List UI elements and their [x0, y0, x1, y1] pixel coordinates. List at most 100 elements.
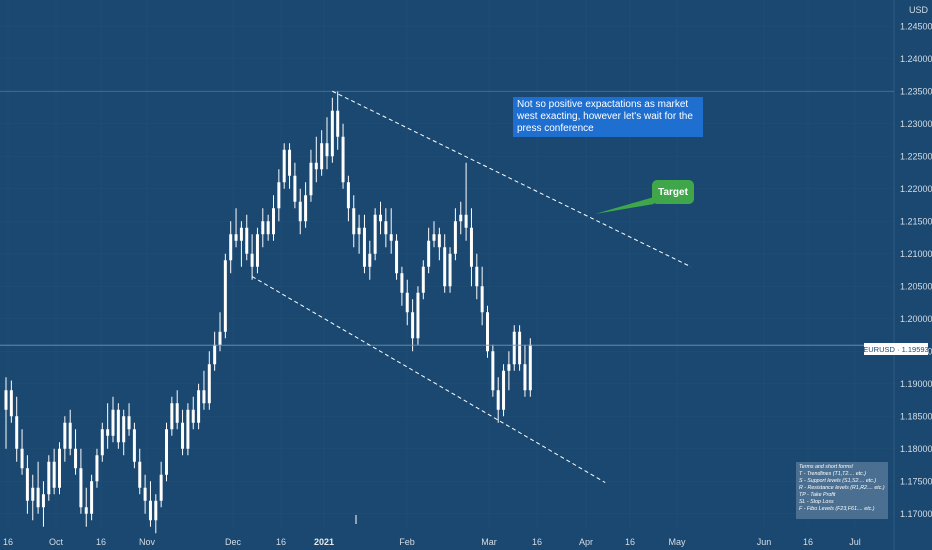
candle-body — [4, 390, 8, 410]
candle-body — [170, 403, 174, 430]
y-tick-label: 1.20500 — [900, 281, 932, 291]
candle-body — [379, 214, 382, 222]
legend-line: F - Fibo Levels (F23,F61.... etc.) — [799, 506, 875, 512]
upper-channel-line — [332, 90, 692, 268]
x-tick-label: Jul — [849, 537, 861, 547]
price-separator: · — [894, 344, 902, 354]
grid-lines — [893, 0, 895, 550]
x-tick-label: 2021 — [314, 537, 334, 547]
analysis-note[interactable]: Not so positive expactations as market w… — [513, 97, 703, 137]
target-label[interactable]: Target — [652, 180, 694, 204]
candle-body — [143, 487, 147, 501]
candle-body — [486, 312, 489, 352]
candle-body — [491, 351, 495, 391]
candle-body — [63, 422, 67, 449]
candle-body — [79, 468, 83, 508]
x-tick-label: Nov — [139, 537, 156, 547]
x-tick-label: 16 — [625, 537, 635, 547]
candle-body — [400, 273, 404, 293]
x-tick-label: Mar — [481, 537, 497, 547]
candle-body — [357, 227, 361, 235]
y-tick-label: 1.19000 — [900, 379, 932, 389]
candle-body — [52, 461, 56, 488]
candle-body — [229, 234, 233, 261]
candle-body — [74, 448, 78, 469]
y-tick-label: 1.22000 — [900, 184, 932, 194]
candle-body — [95, 455, 99, 482]
candle-body — [464, 214, 468, 228]
candle-body — [475, 266, 479, 287]
candle-body — [20, 448, 24, 469]
candle-body — [255, 234, 259, 267]
candle-body — [432, 234, 436, 241]
candle-body — [298, 201, 302, 222]
candle-body — [207, 364, 211, 404]
candle-body — [47, 461, 51, 495]
candle-body — [304, 195, 308, 222]
candle-body — [411, 312, 415, 339]
legend-line: Terms and short forms! — [799, 464, 854, 470]
y-tick-label: 1.24000 — [900, 54, 932, 64]
candle-body — [111, 409, 115, 436]
legend-line: TP - Take Profit — [799, 492, 836, 498]
terms-legend[interactable]: Terms and short forms! T - Trendlines (T… — [796, 462, 888, 519]
y-tick-label: 1.21000 — [900, 249, 932, 259]
y-tick-label: 1.18000 — [900, 444, 932, 454]
x-tick-label: 16 — [3, 537, 13, 547]
candle-body — [277, 182, 281, 209]
candle-body — [68, 422, 72, 449]
candle-body — [314, 162, 318, 170]
candle-body — [175, 403, 179, 423]
candle-body — [154, 500, 158, 521]
candle-body — [84, 507, 88, 514]
candle-body — [165, 429, 168, 475]
candle-body — [427, 240, 431, 267]
y-tick-label: 1.17000 — [900, 509, 932, 519]
candle-body — [346, 182, 350, 209]
candles — [4, 91, 532, 534]
x-tick-label: May — [668, 537, 686, 547]
y-tick-label: 1.23000 — [900, 119, 932, 129]
candle-body — [41, 494, 45, 508]
candle-body — [9, 390, 13, 417]
candle-body — [239, 227, 243, 241]
candle-body — [186, 409, 190, 449]
time-axis[interactable]: 16 Oct 16 Nov Dec 16 2021 Feb Mar 16 Apr 16 May Jun 16… — [3, 537, 861, 547]
candle-body — [528, 344, 532, 391]
currency-label: USD — [909, 5, 929, 15]
candle-body — [325, 143, 329, 157]
candle-body — [362, 227, 366, 267]
candle-body — [58, 448, 61, 488]
candle-body — [341, 136, 345, 183]
lower-channel-line — [251, 276, 606, 483]
candle-body — [293, 175, 297, 202]
price-axis[interactable]: USD 1.17000 1.17500 1.18000 1.18500 1.19000 1.… — [900, 5, 932, 519]
candle-body — [100, 429, 104, 456]
candle-body — [288, 149, 292, 176]
y-tick-label: 1.22500 — [900, 151, 932, 161]
candle-body — [223, 260, 227, 332]
legend-line: R - Resistance levels (R1,R2.... etc.) — [799, 485, 885, 491]
x-tick-label: Dec — [225, 537, 242, 547]
last-price-value: 1.19593 — [901, 344, 929, 354]
candle-body — [218, 331, 222, 345]
candle-body — [132, 429, 136, 462]
candle-body — [106, 429, 110, 436]
candle-body — [148, 500, 152, 521]
candle-body — [518, 331, 522, 365]
candle-body — [459, 214, 463, 222]
candle-body — [405, 292, 409, 313]
y-tick-label: 1.23500 — [900, 86, 932, 96]
candle-body — [31, 487, 35, 501]
legend-line: T - Trendlines (T1,T2.... etc.) — [799, 471, 867, 477]
x-tick-label: 16 — [96, 537, 106, 547]
x-tick-label: 16 — [532, 537, 542, 547]
candle-body — [437, 234, 441, 248]
candle-body — [234, 234, 238, 241]
candle-body — [443, 247, 447, 287]
candle-body — [261, 221, 265, 235]
candle-body — [282, 149, 286, 183]
candle-body — [523, 364, 527, 391]
target-pointer — [595, 197, 654, 214]
